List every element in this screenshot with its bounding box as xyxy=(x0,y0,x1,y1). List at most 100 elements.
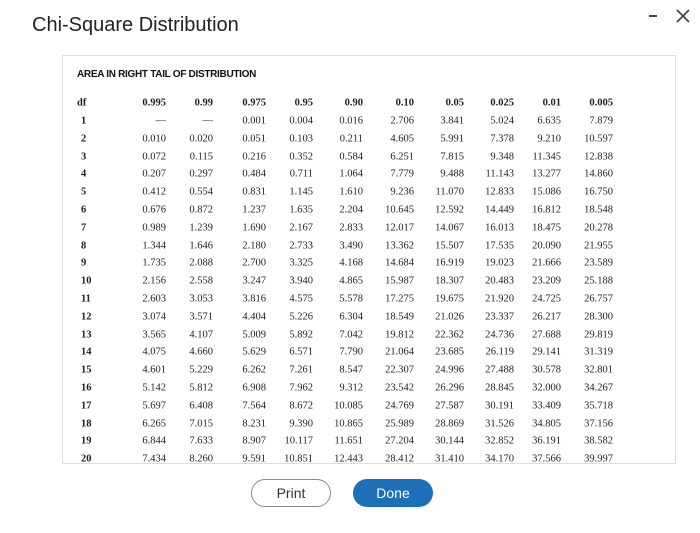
table-cell: 0.115 xyxy=(189,151,213,163)
table-cell: 5.697 xyxy=(142,400,166,412)
table-cell: 0.412 xyxy=(142,186,166,198)
table-cell: 8.547 xyxy=(339,364,363,376)
table-cell: 23.589 xyxy=(584,257,613,269)
table-cell: 16.919 xyxy=(435,257,464,269)
table-cell: 5.812 xyxy=(189,382,213,394)
table-cell: 24.996 xyxy=(435,364,464,376)
table-cell: 3.247 xyxy=(242,275,266,287)
table-cell: 26.119 xyxy=(485,346,515,358)
window-controls[interactable] xyxy=(647,8,693,24)
table-cell: 15.507 xyxy=(435,240,464,252)
table-cell: 7.261 xyxy=(289,364,313,376)
table-cell: 13.362 xyxy=(385,240,414,252)
print-button[interactable]: Print xyxy=(251,479,331,507)
table-cell: 8.260 xyxy=(189,453,213,464)
table-cell: 0.211 xyxy=(339,133,363,145)
table-cell: 9.390 xyxy=(289,418,313,430)
table-cell: 3.571 xyxy=(189,311,213,323)
table-cell: 18.475 xyxy=(532,222,561,234)
df-cell: 16 xyxy=(81,382,92,394)
table-cell: 34.267 xyxy=(584,382,613,394)
table-cell: 14.449 xyxy=(485,204,514,216)
table-cell: 27.488 xyxy=(485,364,514,376)
df-cell: 15 xyxy=(81,364,92,376)
table-cell: 7.962 xyxy=(289,382,313,394)
table-cell: 9.348 xyxy=(490,151,514,163)
table-cell: 9.312 xyxy=(339,382,363,394)
table-cell: 0.020 xyxy=(189,133,213,145)
table-cell: 14.684 xyxy=(385,257,414,269)
table-cell: 10.085 xyxy=(334,400,363,412)
table-cell: 31.319 xyxy=(584,346,613,358)
table-cell: 11.143 xyxy=(485,168,515,180)
table-cell: 23.542 xyxy=(385,382,414,394)
table-cell: — xyxy=(155,115,167,127)
table-cell: 5.229 xyxy=(189,364,213,376)
table-cell: 5.226 xyxy=(289,311,313,323)
table-cell: 20.278 xyxy=(584,222,613,234)
table-cell: 13.277 xyxy=(532,168,561,180)
table-cell: 4.660 xyxy=(189,346,213,358)
table-cell: 3.490 xyxy=(339,240,363,252)
table-cell: 12.017 xyxy=(385,222,414,234)
table-cell: 28.412 xyxy=(385,453,414,464)
table-cell: 6.844 xyxy=(142,435,166,447)
column-header: 0.90 xyxy=(344,97,363,109)
table-cell: 7.564 xyxy=(242,400,266,412)
table-cell: 23.337 xyxy=(485,311,514,323)
df-cell: 6 xyxy=(81,204,87,216)
table-cell: 24.736 xyxy=(485,329,514,341)
table-cell: 2.088 xyxy=(189,257,213,269)
table-cell: 0.297 xyxy=(189,168,213,180)
table-cell: 1.635 xyxy=(289,204,313,216)
table-cell: 16.812 xyxy=(532,204,561,216)
table-cell: 31.526 xyxy=(485,418,514,430)
table-cell: 21.666 xyxy=(532,257,561,269)
table-cell: 23.209 xyxy=(532,275,561,287)
table-cell: 1.610 xyxy=(339,186,363,198)
df-cell: 10 xyxy=(81,275,92,287)
table-cell: 26.217 xyxy=(532,311,561,323)
column-header: 0.025 xyxy=(490,97,514,109)
table-cell: 6.908 xyxy=(242,382,266,394)
done-button[interactable]: Done xyxy=(353,479,433,507)
df-cell: 12 xyxy=(81,311,92,323)
dialog-title: Chi-Square Distribution xyxy=(32,14,239,36)
table-cell: 15.086 xyxy=(532,186,561,198)
table-cell: 1.237 xyxy=(242,204,266,216)
table-cell: 5.629 xyxy=(242,346,266,358)
table-cell: 16.750 xyxy=(584,186,613,198)
table-cell: 3.074 xyxy=(142,311,166,323)
table-cell: 8.672 xyxy=(289,400,313,412)
df-cell: 3 xyxy=(81,151,87,163)
table-cell: 5.578 xyxy=(339,293,363,305)
table-cell: 2.700 xyxy=(242,257,266,269)
table-cell: 12.838 xyxy=(584,151,613,163)
table-cell: 7.779 xyxy=(390,168,414,180)
table-cell: 0.484 xyxy=(242,168,266,180)
table-cell: 22.307 xyxy=(385,364,414,376)
table-cell: 0.711 xyxy=(289,168,313,180)
table-cell: 3.325 xyxy=(289,257,313,269)
table-cell: 0.001 xyxy=(242,115,266,127)
table-cell: 11.070 xyxy=(435,186,465,198)
table-cell: 34.170 xyxy=(485,453,514,464)
table-cell: 21.955 xyxy=(584,240,613,252)
df-cell: 9 xyxy=(81,257,87,269)
table-cell: 0.072 xyxy=(142,151,166,163)
table-cell: 18.548 xyxy=(584,204,613,216)
table-cell: 19.675 xyxy=(435,293,464,305)
table-cell: 5.991 xyxy=(440,133,464,145)
table-cell: 1.690 xyxy=(242,222,266,234)
table-cell: 9.488 xyxy=(440,168,464,180)
table-cell: 14.067 xyxy=(435,222,464,234)
table-cell: 17.535 xyxy=(485,240,514,252)
df-cell: 20 xyxy=(81,453,92,464)
table-cell: 0.554 xyxy=(189,186,213,198)
table-cell: 0.004 xyxy=(289,115,313,127)
table-cell: 20.090 xyxy=(532,240,561,252)
table-cell: 0.016 xyxy=(339,115,363,127)
table-cell: 7.815 xyxy=(440,151,464,163)
table-cell: 2.156 xyxy=(142,275,166,287)
table-cell: 9.210 xyxy=(537,133,561,145)
